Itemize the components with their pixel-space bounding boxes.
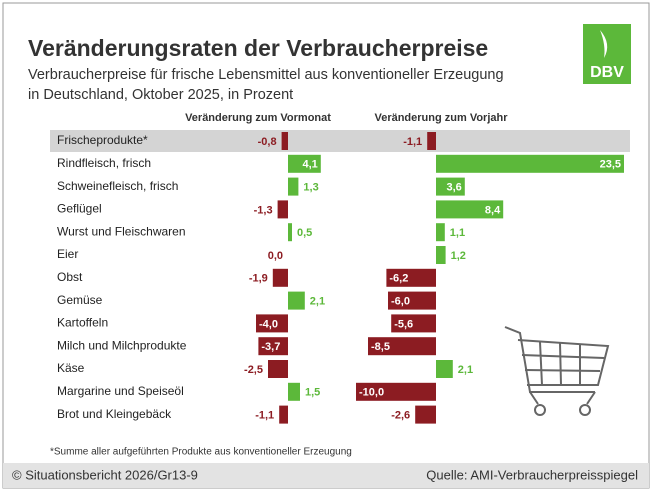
bar [415, 406, 436, 424]
value-label: -6,2 [389, 273, 408, 285]
bar [436, 246, 446, 264]
value-label: -2,6 [391, 410, 410, 422]
copyright: © Situationsbericht 2026/Gr13-9 [12, 467, 198, 482]
value-label: -1,1 [403, 136, 422, 148]
category-label: Milch und Milchprodukte [57, 338, 187, 352]
category-label: Obst [57, 270, 83, 284]
series-header: Veränderung zum Vormonat [185, 112, 331, 124]
bar [436, 155, 624, 173]
bar [273, 269, 288, 287]
bar [436, 223, 445, 241]
value-label: -2,5 [244, 364, 263, 376]
chart-title: Veränderungsraten der Verbraucherpreise [28, 35, 488, 61]
category-label: Käse [57, 361, 85, 375]
subtitle: Verbraucherpreise für frische Lebensmitt… [28, 67, 504, 83]
value-label: 0,0 [268, 250, 283, 262]
logo-text: DBV [590, 64, 624, 81]
value-label: -1,9 [249, 273, 268, 285]
category-label: Kartoffeln [57, 316, 108, 330]
bar [288, 178, 298, 196]
value-label: -10,0 [359, 387, 384, 399]
category-label: Schweinefleisch, frisch [57, 179, 178, 193]
value-label: 1,5 [305, 387, 320, 399]
value-label: 1,1 [450, 227, 465, 239]
value-label: -6,0 [391, 296, 410, 308]
value-label: 2,1 [458, 364, 473, 376]
bar [268, 360, 288, 378]
bar [288, 292, 305, 310]
value-label: 23,5 [600, 159, 621, 171]
series-header: Veränderung zum Vorjahr [374, 112, 508, 124]
footnote: *Summe aller aufgeführten Produkte aus k… [50, 447, 352, 458]
value-label: 1,2 [451, 250, 466, 262]
category-label: Brot und Kleingebäck [57, 407, 172, 421]
value-label: -0,8 [258, 136, 277, 148]
value-label: -4,0 [259, 318, 278, 330]
category-label: Frischeprodukte* [57, 133, 148, 147]
bar [436, 360, 453, 378]
category-label: Gemüse [57, 293, 103, 307]
value-label: 4,1 [303, 159, 318, 171]
source: Quelle: AMI-Verbraucherpreisspiegel [426, 467, 638, 482]
category-label: Geflügel [57, 202, 102, 216]
value-label: -8,5 [371, 341, 390, 353]
value-label: -5,6 [394, 318, 413, 330]
subtitle: in Deutschland, Oktober 2025, in Prozent [28, 87, 293, 103]
value-label: -1,3 [254, 204, 273, 216]
chart: Veränderungsraten der Verbraucherpreise … [0, 0, 652, 491]
page: {"chart_data": {"type": "bar", "title": … [0, 0, 652, 491]
value-label: 0,5 [297, 227, 312, 239]
value-label: -1,1 [255, 410, 274, 422]
value-label: 1,3 [303, 182, 318, 194]
category-label: Rindfleisch, frisch [57, 156, 151, 170]
bar [282, 132, 288, 150]
bar [278, 200, 288, 218]
value-label: 2,1 [310, 296, 325, 308]
bar [427, 132, 436, 150]
value-label: 3,6 [447, 182, 462, 194]
bar [288, 383, 300, 401]
category-label: Eier [57, 247, 78, 261]
bar [279, 406, 288, 424]
category-label: Wurst und Fleischwaren [57, 224, 186, 238]
category-label: Margarine und Speiseöl [57, 384, 184, 398]
bar [288, 223, 292, 241]
value-label: -3,7 [261, 341, 280, 353]
value-label: 8,4 [485, 204, 501, 216]
